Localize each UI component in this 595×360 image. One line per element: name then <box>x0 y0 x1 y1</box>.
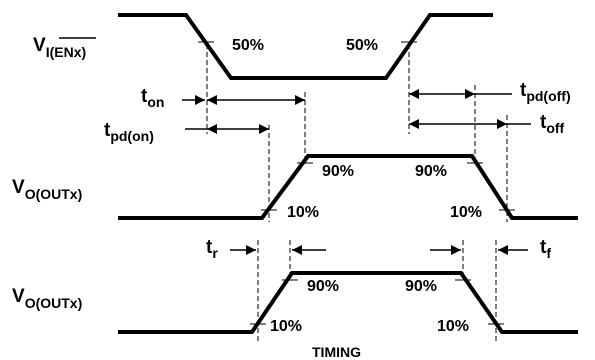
out1-waveform <box>118 154 578 220</box>
label-out2-signal: VO(OUTx) <box>12 286 82 311</box>
label-en-signal: VI(ENx) <box>33 35 86 60</box>
label-t-pd-off: tpd(off) <box>520 80 571 104</box>
out2-waveform <box>118 271 578 334</box>
en-waveform <box>118 13 493 80</box>
label-50-rise: 50% <box>346 37 378 54</box>
label-out2-90-rise: 90% <box>307 278 339 295</box>
label-out1-signal: VO(OUTx) <box>12 177 82 202</box>
label-t-off: toff <box>540 112 565 136</box>
label-out2-10-fall: 10% <box>437 318 469 335</box>
label-out1-10-fall: 10% <box>450 204 482 221</box>
label-t-f: tf <box>540 237 551 261</box>
label-out2-90-fall: 90% <box>405 278 437 295</box>
label-out1-90-rise: 90% <box>322 163 354 180</box>
label-t-pd-on: tpd(on) <box>104 120 154 144</box>
label-t-r: tr <box>206 237 218 261</box>
label-t-on: ton <box>141 86 164 110</box>
label-50-fall: 50% <box>232 37 264 54</box>
label-out2-10-rise: 10% <box>270 318 302 335</box>
label-out1-90-fall: 90% <box>415 163 447 180</box>
caption-title: TIMING <box>312 344 361 360</box>
label-out1-10-rise: 10% <box>287 204 319 221</box>
